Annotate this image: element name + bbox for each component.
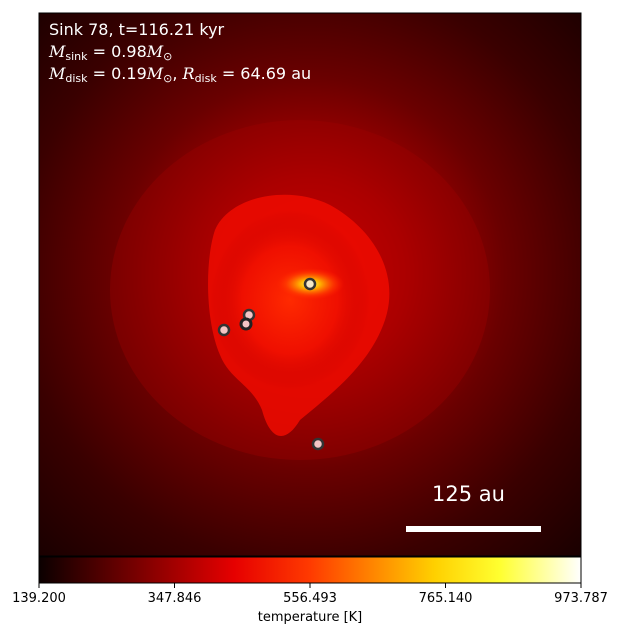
colorbar-tick-label: 347.846 (147, 591, 202, 606)
sink-primary (303, 277, 317, 291)
scale-bar (406, 526, 541, 532)
colorbar-tick-label: 973.787 (554, 591, 608, 606)
plot-frame (38, 12, 582, 557)
sink-mass-label: Msink = 0.98M⊙ (49, 42, 173, 63)
colorbar-label: temperature [K] (257, 610, 363, 625)
colorbar-tick-label: 556.493 (283, 591, 337, 606)
colorbar-tick-label: 765.140 (418, 591, 473, 606)
colorbar (38, 556, 582, 584)
disk-properties-label: Mdisk = 0.19M⊙, Rdisk = 64.69 au (49, 64, 312, 85)
temperature-map (39, 13, 581, 556)
colorbar-tick-label: 139.200 (12, 591, 66, 606)
colorbar-ticks (38, 583, 582, 588)
sink-particles (217, 277, 325, 451)
sink-companion (217, 323, 231, 337)
sink-mass-value: = 0.98 (92, 42, 147, 61)
sink-companion (311, 437, 325, 451)
disk-radius-unit: au (291, 64, 312, 83)
sink-companion (239, 317, 253, 331)
disk-mass-value: = 0.19 (92, 64, 147, 83)
sink-title: Sink 78, t=116.21 kyr (49, 20, 225, 39)
disk-radius-value: = 64.69 (221, 64, 287, 83)
scale-bar-label: 125 au (432, 482, 505, 506)
